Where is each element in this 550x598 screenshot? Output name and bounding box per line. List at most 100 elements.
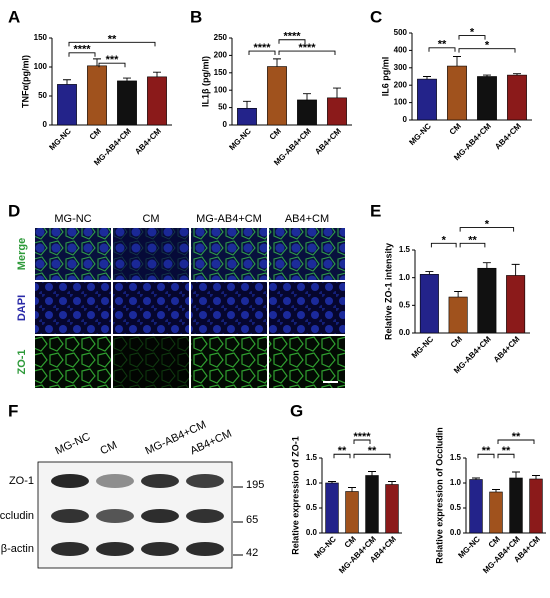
y-axis-label: Relative ZO-1 intensity: [383, 243, 393, 340]
y-tick-label: 0: [223, 120, 228, 129]
x-tick-label: CM: [343, 534, 358, 549]
blot-band: [186, 542, 224, 556]
error-bar: [482, 262, 491, 269]
y-axis-label: IL1β (pg/ml): [200, 56, 210, 107]
kda-label: 42: [246, 547, 258, 559]
significance-label: **: [338, 445, 347, 457]
significance-bracket: [458, 35, 486, 40]
significance-label: **: [108, 33, 117, 45]
micrograph: [269, 228, 345, 280]
y-tick-label: 200: [394, 80, 408, 89]
column-label: MG-AB4+CM: [196, 213, 262, 225]
y-axis-label: Relative expression of Occludin: [434, 427, 444, 564]
x-tick-label: CM: [449, 334, 464, 349]
x-tick-label: CM: [448, 121, 463, 136]
y-tick-label: 500: [394, 28, 408, 37]
significance-label: *: [442, 234, 447, 246]
y-tick-label: 0.0: [450, 528, 462, 537]
significance-bracket: [353, 439, 371, 444]
y-tick-label: 100: [394, 98, 408, 107]
error-bar: [93, 58, 101, 66]
error-bar: [273, 58, 281, 67]
significance-bracket: [278, 50, 336, 56]
panel-label: B: [190, 7, 202, 26]
blot-band: [141, 509, 179, 523]
significance-bracket: [459, 242, 486, 248]
column-label: MG-NC: [54, 213, 91, 225]
y-tick-label: 0.5: [306, 503, 318, 512]
y-tick-label: 1.0: [399, 273, 411, 282]
error-bar: [303, 93, 311, 100]
significance-label: ****: [298, 42, 316, 54]
bar: [87, 65, 107, 126]
error-bar: [472, 477, 480, 480]
significance-bracket: [353, 453, 391, 459]
micrograph: [113, 228, 189, 280]
x-tick-label: CM: [88, 126, 103, 141]
bar: [489, 491, 503, 534]
bar: [477, 76, 497, 121]
micrograph: [35, 228, 111, 280]
panel-label: G: [290, 401, 303, 420]
x-tick-label: AB4+CM: [492, 334, 522, 364]
blot-band: [51, 542, 89, 556]
bar: [327, 97, 347, 126]
y-axis-label: TNFα(pg/ml): [20, 55, 30, 108]
blot-band: [141, 474, 179, 488]
bar: [419, 274, 439, 334]
y-tick-label: 0.0: [399, 328, 411, 337]
micrograph: [191, 228, 267, 280]
panel-label: D: [8, 201, 20, 220]
blot-row-label: ZO-1: [9, 475, 34, 487]
y-tick-label: 1.0: [450, 478, 462, 487]
bar: [365, 475, 379, 534]
significance-bracket: [333, 453, 351, 459]
lane-label: MG-NC: [53, 431, 92, 458]
significance-bracket: [458, 48, 516, 53]
micrograph: [191, 336, 267, 388]
bar: [417, 78, 437, 121]
x-tick-label: MG-NC: [456, 534, 482, 560]
bar: [325, 482, 339, 534]
x-tick-label: CM: [487, 534, 502, 549]
y-tick-label: 100: [34, 62, 48, 71]
micrograph: [269, 282, 345, 334]
blot-band: [186, 474, 224, 488]
micrograph: [269, 336, 345, 388]
panel-label: A: [8, 7, 20, 26]
significance-label: **: [468, 234, 477, 246]
significance-label: **: [368, 445, 377, 457]
significance-bracket: [428, 47, 456, 52]
blot-band: [96, 509, 134, 523]
significance-label: *: [485, 40, 490, 52]
y-tick-label: 150: [34, 33, 48, 42]
bar: [297, 99, 317, 126]
micrograph: [113, 336, 189, 388]
micrograph: [35, 336, 111, 388]
row-label: ZO-1: [16, 349, 28, 374]
bar: [529, 478, 543, 534]
blot-band: [51, 509, 89, 523]
significance-label: *: [470, 27, 475, 39]
blot-band: [141, 542, 179, 556]
x-tick-label: MG-NC: [410, 334, 436, 360]
y-tick-label: 100: [214, 85, 228, 94]
blot-band: [51, 474, 89, 488]
y-tick-label: 300: [394, 63, 408, 72]
bar: [507, 74, 527, 121]
significance-label: *: [485, 218, 490, 230]
y-tick-label: 400: [394, 46, 408, 55]
blot-band: [96, 474, 134, 488]
x-tick-label: AB4+CM: [493, 121, 523, 151]
x-tick-label: MG-NC: [47, 126, 73, 152]
blot-band: [186, 509, 224, 523]
error-bar: [492, 489, 500, 492]
bar: [448, 296, 468, 334]
x-tick-label: AB4+CM: [313, 126, 343, 156]
significance-label: ***: [106, 54, 120, 66]
micrograph: [35, 282, 111, 334]
significance-label: ****: [283, 31, 301, 43]
significance-label: ****: [353, 431, 371, 443]
error-bar: [532, 475, 540, 479]
